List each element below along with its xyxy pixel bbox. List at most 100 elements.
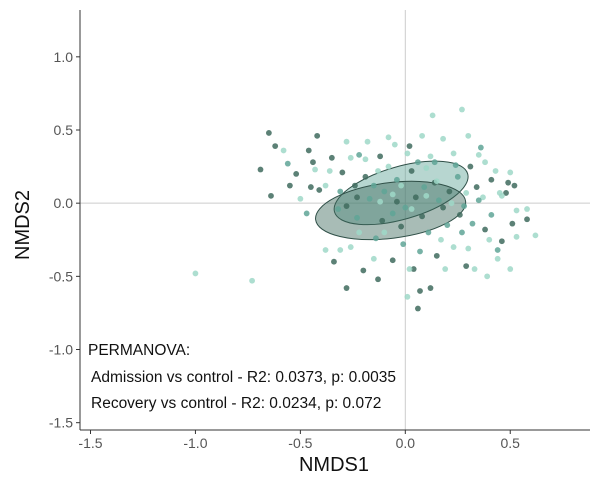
point-dark-4: [286, 182, 293, 189]
point-light-48: [404, 293, 411, 300]
point-light-22: [482, 159, 488, 166]
point-light-52: [381, 229, 388, 236]
point-dark-6: [305, 147, 312, 154]
point-light-50: [507, 266, 514, 272]
point-light-11: [385, 163, 392, 170]
point-light-5: [326, 168, 333, 174]
point-light-28: [532, 232, 539, 239]
point-dark-12: [352, 182, 358, 189]
point-dark-2: [257, 166, 264, 173]
point-mid-28: [417, 248, 423, 255]
point-light-51: [463, 190, 470, 196]
point-dark-39: [360, 267, 367, 274]
y-axis-title: NMDS2: [12, 190, 34, 260]
point-mid-9: [421, 184, 428, 190]
point-light-8: [362, 156, 369, 163]
annotation-admission: Admission vs control - R2: 0.0373, p: 0.…: [91, 369, 396, 386]
tick-labels: -1.5 -1.0 -0.5 0.0 0.5 -1.5 -1.0 -0.5 0.0 0.5 1.0: [49, 49, 520, 451]
point-dark-20: [419, 213, 425, 220]
point-light-6: [343, 138, 350, 145]
point-mid-7: [402, 204, 409, 211]
point-light-17: [440, 135, 446, 142]
point-dark-38: [375, 276, 381, 283]
x-axis-title: NMDS1: [299, 454, 369, 476]
point-dark-5: [293, 171, 300, 177]
point-light-0: [192, 270, 199, 277]
point-mid-18: [400, 241, 407, 248]
point-light-12: [391, 141, 398, 148]
point-dark-37: [463, 263, 470, 269]
point-dark-30: [498, 238, 505, 245]
point-dark-25: [467, 163, 474, 170]
point-dark-31: [509, 220, 516, 227]
point-light-53: [398, 182, 405, 189]
point-mid-0: [284, 160, 291, 167]
x-tick-label: -1.0: [183, 435, 207, 451]
point-light-57: [429, 112, 436, 119]
x-tick-label: -0.5: [288, 435, 312, 451]
point-dark-23: [446, 188, 453, 195]
point-dark-7: [310, 159, 316, 166]
point-mid-8: [415, 159, 421, 166]
point-light-35: [438, 236, 444, 243]
y-tick-label: -1.5: [49, 415, 73, 431]
y-tick-label: 0.5: [54, 122, 74, 138]
point-light-45: [322, 247, 329, 253]
point-dark-19: [412, 194, 419, 201]
point-mid-15: [488, 211, 495, 218]
point-mid-1: [303, 210, 310, 217]
point-light-15: [423, 165, 430, 171]
confidence-ellipses: [315, 160, 469, 241]
point-light-55: [480, 194, 486, 201]
point-dark-47: [406, 143, 413, 149]
point-light-54: [448, 200, 455, 207]
y-tick-label: -1.0: [49, 342, 73, 358]
point-dark-46: [398, 223, 405, 230]
point-dark-43: [488, 176, 495, 183]
point-light-42: [356, 229, 363, 236]
point-light-21: [475, 151, 482, 158]
point-dark-9: [328, 154, 335, 161]
point-mid-16: [444, 222, 451, 229]
point-dark-27: [482, 226, 488, 233]
point-mid-10: [435, 197, 442, 204]
point-mid-4: [370, 182, 377, 189]
point-mid-22: [431, 159, 438, 166]
point-dark-18: [408, 168, 415, 174]
point-dark-17: [394, 198, 400, 205]
y-tick-label: -0.5: [49, 268, 73, 284]
point-dark-42: [427, 285, 434, 291]
point-light-7: [347, 154, 354, 161]
point-light-25: [507, 169, 514, 176]
point-dark-3: [268, 192, 274, 199]
point-dark-44: [415, 305, 421, 312]
point-mid-26: [389, 210, 396, 217]
y-tick-label: 0.0: [54, 195, 74, 211]
point-light-36: [442, 266, 449, 272]
annotation-title: PERMANOVA:: [88, 342, 190, 359]
point-mid-12: [461, 203, 467, 209]
point-light-27: [524, 206, 530, 212]
data-points: [192, 106, 539, 312]
point-light-2: [280, 147, 287, 154]
point-mid-14: [475, 197, 482, 204]
point-light-20: [465, 132, 472, 139]
point-mid-24: [459, 229, 465, 236]
ellipse-1: [333, 160, 469, 226]
point-dark-11: [316, 187, 323, 193]
point-light-10: [375, 168, 381, 174]
point-light-49: [486, 236, 493, 243]
point-light-13: [404, 150, 411, 157]
point-dark-33: [389, 257, 396, 264]
x-tick-label: 0.5: [501, 435, 521, 451]
point-light-14: [419, 132, 425, 139]
point-light-29: [513, 233, 520, 240]
point-light-37: [433, 178, 440, 185]
point-dark-35: [417, 288, 423, 294]
point-light-33: [465, 245, 472, 252]
point-mid-6: [394, 176, 400, 183]
point-light-47: [406, 266, 413, 272]
point-dark-13: [362, 173, 369, 180]
point-light-39: [408, 206, 415, 212]
axes: [76, 10, 590, 434]
